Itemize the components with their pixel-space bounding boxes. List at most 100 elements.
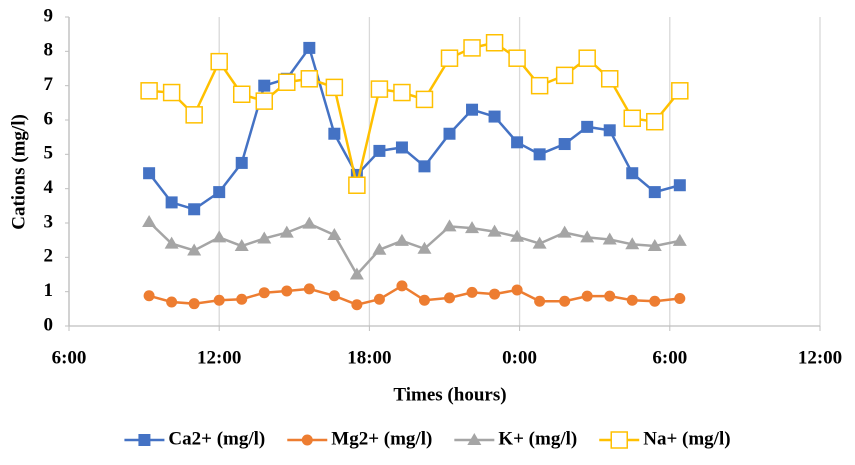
y-tick-label: 9 [44,5,54,26]
marker [140,82,158,100]
y-tick-label: 1 [44,280,54,301]
marker [396,280,408,292]
marker [532,236,547,249]
marker [603,124,616,137]
marker [604,290,616,302]
marker [232,85,251,103]
marker [626,294,638,306]
legend-marker [610,431,628,449]
y-axis-label: Cations (mg/l) [8,114,29,230]
marker [373,293,385,305]
marker [465,221,480,234]
marker [672,233,687,246]
marker [602,232,617,245]
x-tick-label: 0:00 [502,347,537,368]
marker [511,136,524,149]
marker [444,292,456,304]
marker [185,106,203,124]
y-tick-label: 4 [44,177,54,198]
legend-label: K+ (mg/l) [498,428,577,449]
y-tick-label: 2 [44,246,54,267]
marker [623,109,641,128]
marker [281,285,293,297]
marker [466,286,478,298]
marker [466,103,479,116]
y-tick-label: 8 [44,40,54,61]
marker [213,186,226,199]
marker [279,225,294,238]
legend-marker [138,434,151,446]
series-line [149,41,681,186]
series-line [148,284,680,307]
x-tick-label: 12:00 [197,347,241,368]
marker [212,230,227,243]
legend-label: Ca2+ (mg/l) [168,428,265,449]
legend-marker [467,433,482,445]
marker [303,41,316,54]
marker [235,156,248,169]
marker [351,299,363,311]
legend-label: Mg2+ (mg/l) [331,428,432,449]
marker [625,237,640,250]
marker [559,295,571,307]
marker [236,293,248,305]
marker [164,236,179,249]
marker [581,290,593,302]
marker [415,90,434,109]
marker [508,49,526,67]
marker [300,70,319,88]
y-tick-label: 3 [44,211,54,232]
marker [372,242,387,255]
marker [348,176,366,194]
marker [489,288,501,300]
marker [325,78,344,97]
legend-label: Na+ (mg/l) [643,428,730,449]
marker [555,66,574,85]
marker [418,294,430,306]
marker [327,228,342,241]
x-tick-label: 12:00 [798,347,842,368]
marker [442,219,457,232]
marker [162,83,181,102]
marker [255,92,274,110]
marker [463,39,481,57]
marker [370,80,389,98]
marker [443,127,456,140]
marker [393,83,411,102]
x-axis-label: Times (hours) [393,384,506,405]
marker [647,239,662,252]
marker [188,298,200,310]
marker [440,49,459,67]
marker [143,290,155,302]
marker [648,186,661,199]
marker [143,167,156,180]
marker [487,224,502,237]
marker [302,216,317,229]
marker [485,34,504,52]
marker [533,148,546,161]
marker [600,70,619,88]
legend: Ca2+ (mg/l) Mg2+ (mg/l) K+ (mg/l) Na+ (mg/l… [124,428,731,449]
y-tick-label: 7 [44,74,54,95]
marker [578,49,596,67]
marker [511,284,523,296]
marker [213,294,225,306]
marker [417,241,432,254]
marker [278,73,296,91]
marker [530,76,549,95]
y-tick-label: 5 [44,143,54,164]
marker [557,225,572,238]
series-line [148,45,681,211]
marker [210,52,228,71]
marker [510,229,525,242]
legend-marker [301,434,313,446]
y-tick-label: 6 [44,108,54,129]
x-tick-label: 6:00 [652,347,687,368]
marker [646,112,664,131]
marker [349,267,364,280]
marker [534,295,546,307]
marker [395,141,408,154]
marker [418,160,431,173]
marker [328,290,340,302]
